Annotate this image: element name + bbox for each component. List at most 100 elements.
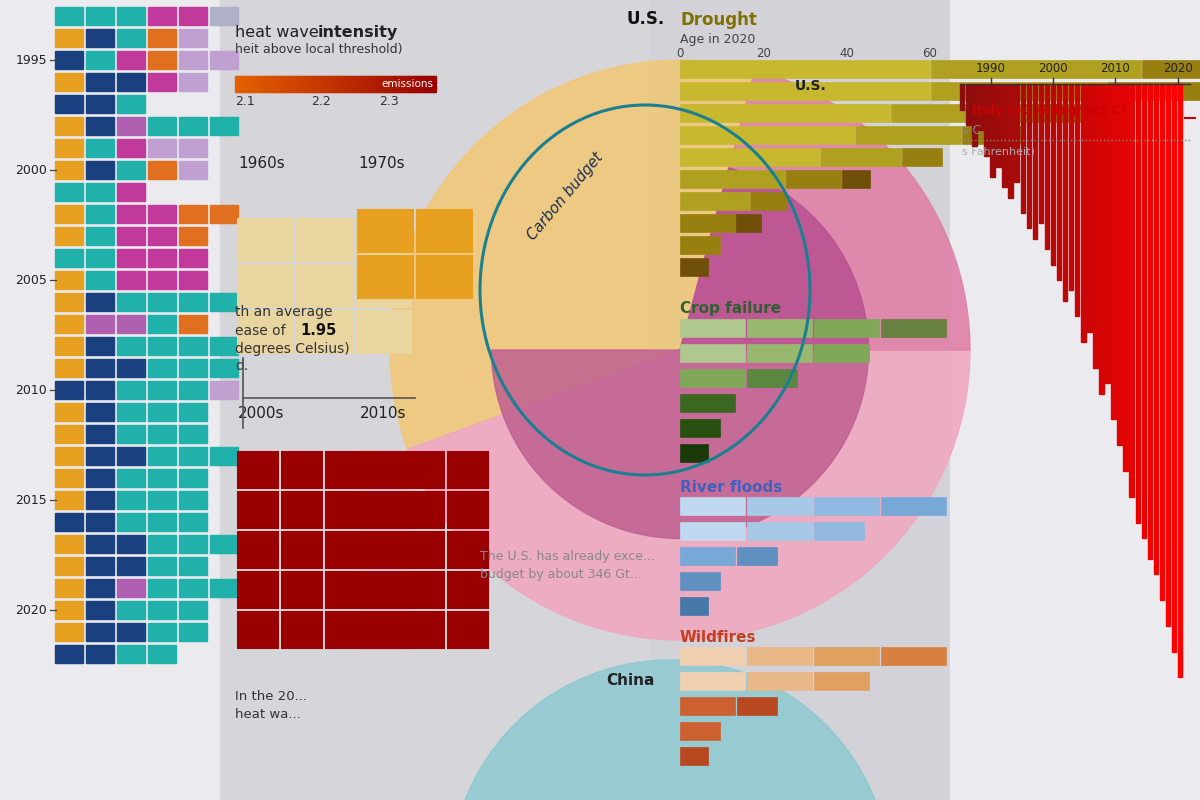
Bar xyxy=(680,344,745,362)
Bar xyxy=(329,76,330,92)
Bar xyxy=(118,645,145,663)
Bar xyxy=(370,492,410,528)
Bar xyxy=(179,381,208,399)
Bar xyxy=(118,117,145,135)
Text: heit above local threshold): heit above local threshold) xyxy=(235,43,402,56)
Bar xyxy=(238,532,278,568)
Bar xyxy=(680,497,745,515)
Bar xyxy=(318,76,320,92)
Bar xyxy=(368,76,371,92)
Bar xyxy=(241,76,244,92)
Bar xyxy=(356,76,359,92)
Bar xyxy=(55,535,83,553)
Bar xyxy=(55,579,83,597)
Bar xyxy=(290,76,292,92)
Bar xyxy=(179,601,208,619)
Bar xyxy=(282,452,322,488)
Bar xyxy=(360,612,400,648)
Bar xyxy=(398,76,401,92)
Bar xyxy=(256,76,257,92)
Bar xyxy=(148,271,176,289)
Bar xyxy=(118,557,145,575)
Bar xyxy=(270,76,272,92)
Bar xyxy=(307,76,308,92)
Bar xyxy=(179,359,208,377)
Bar xyxy=(118,95,145,113)
Wedge shape xyxy=(463,660,877,800)
Bar xyxy=(962,126,1022,144)
Bar xyxy=(179,535,208,553)
Bar xyxy=(814,497,878,515)
Bar xyxy=(821,148,901,166)
Bar xyxy=(424,76,426,92)
Bar xyxy=(118,403,145,421)
Bar xyxy=(277,76,278,92)
Bar xyxy=(210,535,238,553)
Bar xyxy=(680,722,720,740)
Bar xyxy=(680,444,708,462)
Text: 2020: 2020 xyxy=(16,603,47,617)
Wedge shape xyxy=(408,350,970,640)
Bar xyxy=(210,579,238,597)
Bar xyxy=(86,557,114,575)
Bar xyxy=(295,76,298,92)
Bar xyxy=(680,419,720,437)
Bar xyxy=(448,452,488,488)
Bar xyxy=(448,532,488,568)
Bar xyxy=(984,84,989,156)
Bar xyxy=(55,271,83,289)
Bar xyxy=(1159,84,1164,600)
Bar xyxy=(978,84,983,130)
Bar xyxy=(680,82,930,100)
Bar xyxy=(737,697,778,715)
Bar xyxy=(365,76,367,92)
Bar xyxy=(55,7,83,25)
Bar xyxy=(1178,84,1182,678)
Bar xyxy=(370,612,410,648)
Bar xyxy=(55,293,83,311)
Bar xyxy=(322,76,324,92)
Bar xyxy=(308,76,311,92)
Bar xyxy=(55,359,83,377)
Wedge shape xyxy=(680,70,970,350)
Bar xyxy=(86,491,114,509)
Bar xyxy=(404,572,444,608)
Bar xyxy=(118,183,145,201)
Bar xyxy=(288,76,290,92)
Bar xyxy=(326,452,366,488)
Bar xyxy=(118,535,145,553)
Bar xyxy=(1069,84,1074,290)
Bar xyxy=(890,104,1031,122)
Bar xyxy=(210,359,238,377)
Bar xyxy=(448,572,488,608)
Bar xyxy=(410,76,412,92)
Bar xyxy=(287,76,289,92)
Bar xyxy=(746,369,797,387)
Bar xyxy=(346,76,347,92)
Bar xyxy=(881,497,946,515)
Bar xyxy=(278,76,281,92)
Bar xyxy=(1087,84,1092,332)
Bar xyxy=(55,623,83,641)
Bar xyxy=(179,447,208,465)
Bar xyxy=(238,265,293,307)
Bar xyxy=(342,76,344,92)
Text: 2000: 2000 xyxy=(1038,62,1068,75)
Bar xyxy=(1033,84,1037,238)
Bar xyxy=(148,161,176,179)
Bar xyxy=(326,492,366,528)
Bar xyxy=(148,315,176,333)
Bar xyxy=(245,76,247,92)
Bar xyxy=(238,452,278,488)
Bar xyxy=(353,76,355,92)
Bar xyxy=(323,76,325,92)
Bar xyxy=(680,126,854,144)
Bar xyxy=(382,76,384,92)
Bar xyxy=(296,76,299,92)
Bar xyxy=(55,425,83,443)
Bar xyxy=(148,513,176,531)
Bar xyxy=(1063,84,1067,301)
Bar xyxy=(380,76,382,92)
Bar xyxy=(361,76,364,92)
Bar xyxy=(317,76,319,92)
